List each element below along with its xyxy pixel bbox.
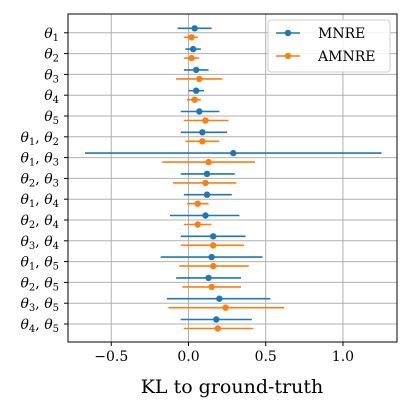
y-tick-label: θ2​, θ5​ [20,275,59,293]
x-tick-label: 0.5 [255,349,277,365]
y-tick-label: θ3​ [44,67,59,85]
mnre-point [202,212,209,219]
mnre-point [193,87,200,94]
error-bars [84,25,382,332]
y-tick-label: θ4​ [44,88,59,106]
amnre-point [196,75,203,83]
y-tick-label: θ2​, θ3​ [20,171,59,189]
mnre-point [208,253,215,261]
legend-marker-mnre [284,29,292,37]
amnre-point [191,96,198,103]
mnre-point [205,274,212,282]
y-tick-label: θ4​, θ5​ [20,317,59,335]
amnre-point [194,200,201,207]
y-tick-label: θ1​, θ3​ [20,151,59,169]
axis-ticks: −0.5 0.0 0.5 1.0 θ1​ θ2​ θ3​ θ4​ θ5​ θ1​, θ2​ θ1​,… [20,26,354,365]
y-tick-label: θ1​, θ4​ [20,192,59,210]
x-tick-label: 0.0 [177,349,199,365]
x-axis-label: KL to ground-truth [141,376,324,398]
y-tick-label: θ1​, θ2​ [20,130,59,148]
amnre-point [209,242,217,249]
y-tick-label: θ1​ [44,26,59,44]
amnre-point [202,117,209,124]
mnre-point [199,129,206,136]
mnre-point [193,66,200,74]
y-tick-label: θ3​, θ5​ [20,296,59,314]
legend-label-amnre: AMNRE [317,49,375,65]
legend: MNRE AMNRE [267,19,391,73]
mnre-point [213,316,220,323]
amnre-point [202,179,209,187]
mnre-point [209,233,217,240]
legend-label-mnre: MNRE [318,26,365,42]
y-tick-label: θ1​, θ5​ [20,255,59,273]
grid-lines [68,14,397,342]
amnre-point [188,34,195,41]
y-tick-label: θ2​ [44,47,59,65]
mnre-point [230,149,237,157]
amnre-point [199,138,206,145]
amnre-point [194,221,201,228]
amnre-point [209,262,217,270]
amnre-point [208,283,215,291]
mnre-point [216,295,223,302]
mnre-point [196,108,203,115]
amnre-point [222,304,229,311]
y-tick-label: θ5​ [44,109,59,127]
x-tick-label: −0.5 [94,349,128,365]
amnre-point [214,325,222,332]
mnre-point [189,45,197,53]
mnre-point [203,191,211,198]
x-tick-label: 1.0 [332,349,354,365]
y-tick-label: θ2​, θ4​ [20,213,59,231]
y-tick-label: θ3​, θ4​ [20,234,59,252]
amnre-point [205,158,212,166]
amnre-point [188,54,195,62]
legend-marker-amnre [284,52,292,60]
mnre-point [203,170,211,178]
mnre-point [191,25,198,32]
